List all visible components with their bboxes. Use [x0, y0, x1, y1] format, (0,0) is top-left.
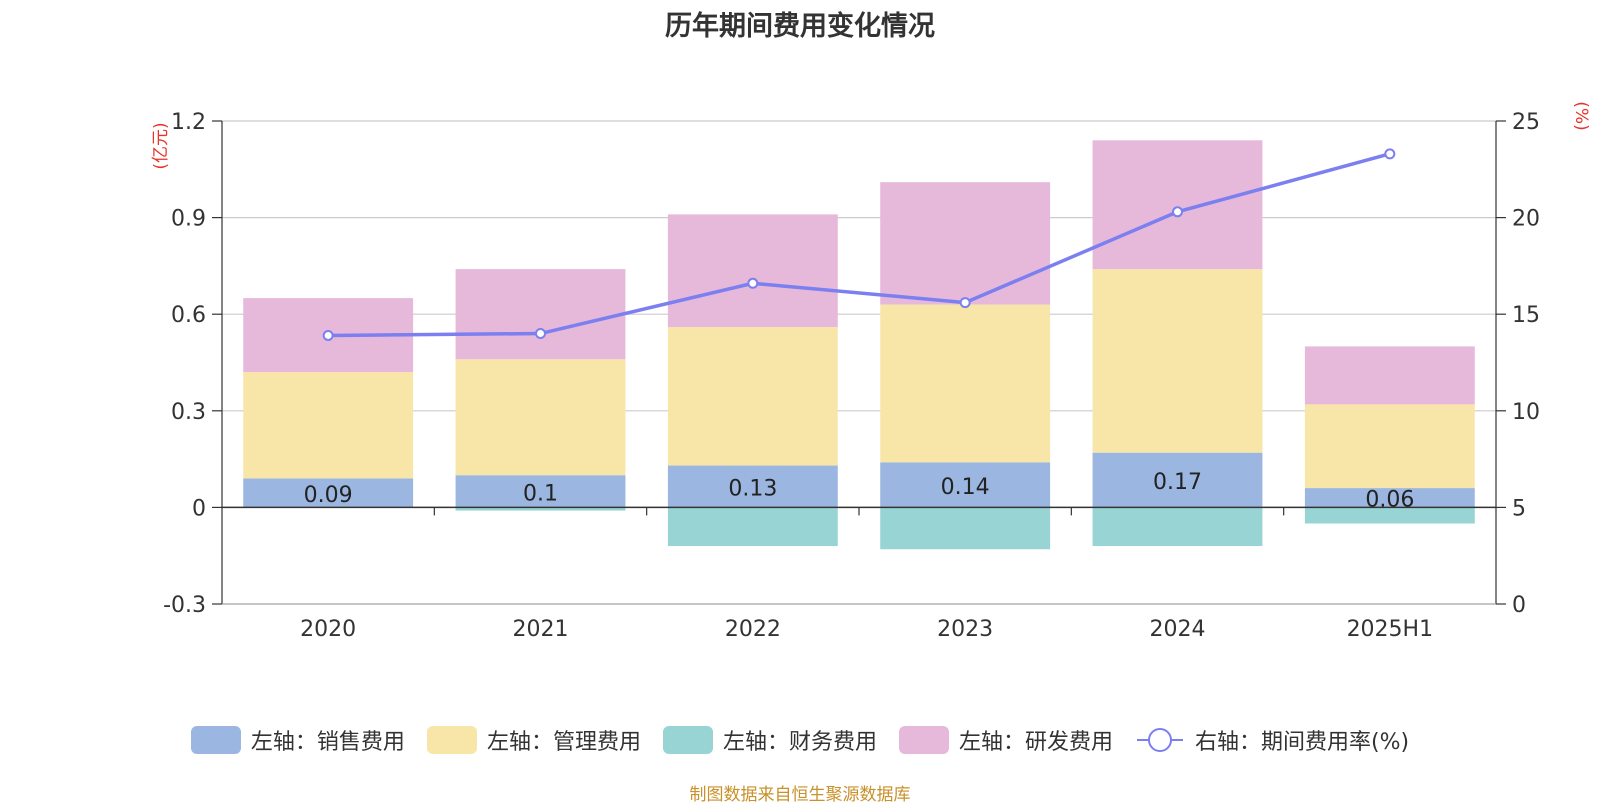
left-axis-tick-label: 0 [192, 496, 206, 521]
legend-label: 右轴：期间费用率(%) [1194, 730, 1410, 755]
legend-swatch [662, 726, 713, 754]
line-point [535, 328, 546, 340]
line-point [322, 329, 334, 341]
data-label: 0.09 [304, 483, 353, 508]
bar-finance [667, 507, 838, 547]
legend-item[interactable]: 左轴：财务费用 [662, 724, 877, 756]
legend-label: 左轴：管理费用 [486, 730, 641, 755]
bar-admin [1092, 269, 1263, 453]
legend-item[interactable]: 左轴：销售费用 [190, 724, 405, 756]
bar-sales [243, 478, 414, 508]
legend-item[interactable]: 右轴：期间费用率(%) [1135, 724, 1409, 756]
left-axis-tick-label: 0.6 [171, 303, 206, 328]
line-point [1384, 148, 1396, 160]
data-label: 0.06 [1365, 488, 1414, 513]
bar-admin [1304, 404, 1475, 489]
right-axis-tick-label: 20 [1512, 207, 1540, 232]
bar-rnd [880, 182, 1051, 305]
bar-finance [1092, 507, 1263, 547]
x-axis-tick-label: 2020 [300, 617, 356, 642]
right-axis-tick-label: 25 [1512, 110, 1540, 135]
bar-sales [667, 465, 838, 508]
x-axis-tick-label: 2023 [937, 617, 993, 642]
bar-rnd [1304, 346, 1475, 405]
legend-swatch [898, 726, 949, 754]
legend-label: 左轴：研发费用 [958, 730, 1113, 755]
chart-title: 历年期间费用变化情况 [665, 11, 935, 42]
bar-sales [1092, 452, 1263, 508]
right-axis-tick-label: 5 [1512, 496, 1526, 521]
x-axis-tick-label: 2021 [513, 617, 569, 642]
left-axis-tick-label: -0.3 [163, 593, 206, 618]
left-axis-unit: (亿元) [151, 122, 171, 169]
legend-swatch [426, 726, 477, 754]
bar-rnd [667, 214, 838, 328]
chart-legend: 左轴：销售费用 左轴：管理费用 左轴：财务费用 左轴：研发费用 右轴：期间费用率(%) [0, 720, 1600, 760]
bar-admin [243, 372, 414, 479]
line-point [1172, 206, 1183, 218]
legend-swatch [190, 726, 241, 754]
bar-rnd [455, 269, 626, 360]
right-axis-unit: (%) [1571, 101, 1591, 130]
bar-admin [667, 327, 838, 466]
bar-sales [880, 462, 1051, 508]
data-label: 0.17 [1153, 470, 1202, 495]
data-label: 0.14 [941, 475, 990, 500]
source-note: 制图数据来自恒生聚源数据库 [689, 785, 911, 805]
legend-label: 左轴：财务费用 [722, 730, 877, 755]
bar-rnd [1092, 140, 1263, 270]
legend-label: 左轴：销售费用 [250, 730, 405, 755]
bar-admin [880, 304, 1051, 463]
bar-sales [455, 475, 626, 508]
line-point [747, 277, 759, 289]
x-axis-tick-label: 2022 [725, 617, 781, 642]
right-axis-tick-label: 15 [1512, 303, 1540, 328]
data-label: 0.13 [728, 476, 777, 501]
right-axis-tick-label: 10 [1512, 400, 1540, 425]
left-axis-tick-label: 0.3 [171, 400, 206, 425]
left-axis-tick-label: 0.9 [171, 207, 206, 232]
bar-finance [1304, 507, 1475, 524]
bar-admin [455, 359, 626, 476]
x-axis-tick-label: 2025H1 [1347, 617, 1434, 642]
legend-item[interactable]: 左轴：研发费用 [898, 724, 1113, 756]
bar-finance [880, 507, 1051, 550]
right-axis-tick-label: 0 [1512, 593, 1526, 618]
chart-canvas: 1.2 0.9 0.6 0.3 0 -0.3 25 20 15 10 5 0 (亿元) (%) 2020 20… [151, 101, 1591, 642]
legend-item[interactable]: 左轴：管理费用 [426, 724, 641, 756]
line-series [328, 152, 1391, 338]
line-point [959, 297, 971, 309]
left-axis-tick-label: 1.2 [171, 110, 206, 135]
bar-sales [1304, 488, 1475, 508]
legend-line-swatch [1136, 728, 1183, 752]
x-axis-tick-label: 2024 [1150, 617, 1206, 642]
data-label: 0.1 [523, 481, 558, 506]
bar-finance [455, 507, 626, 511]
